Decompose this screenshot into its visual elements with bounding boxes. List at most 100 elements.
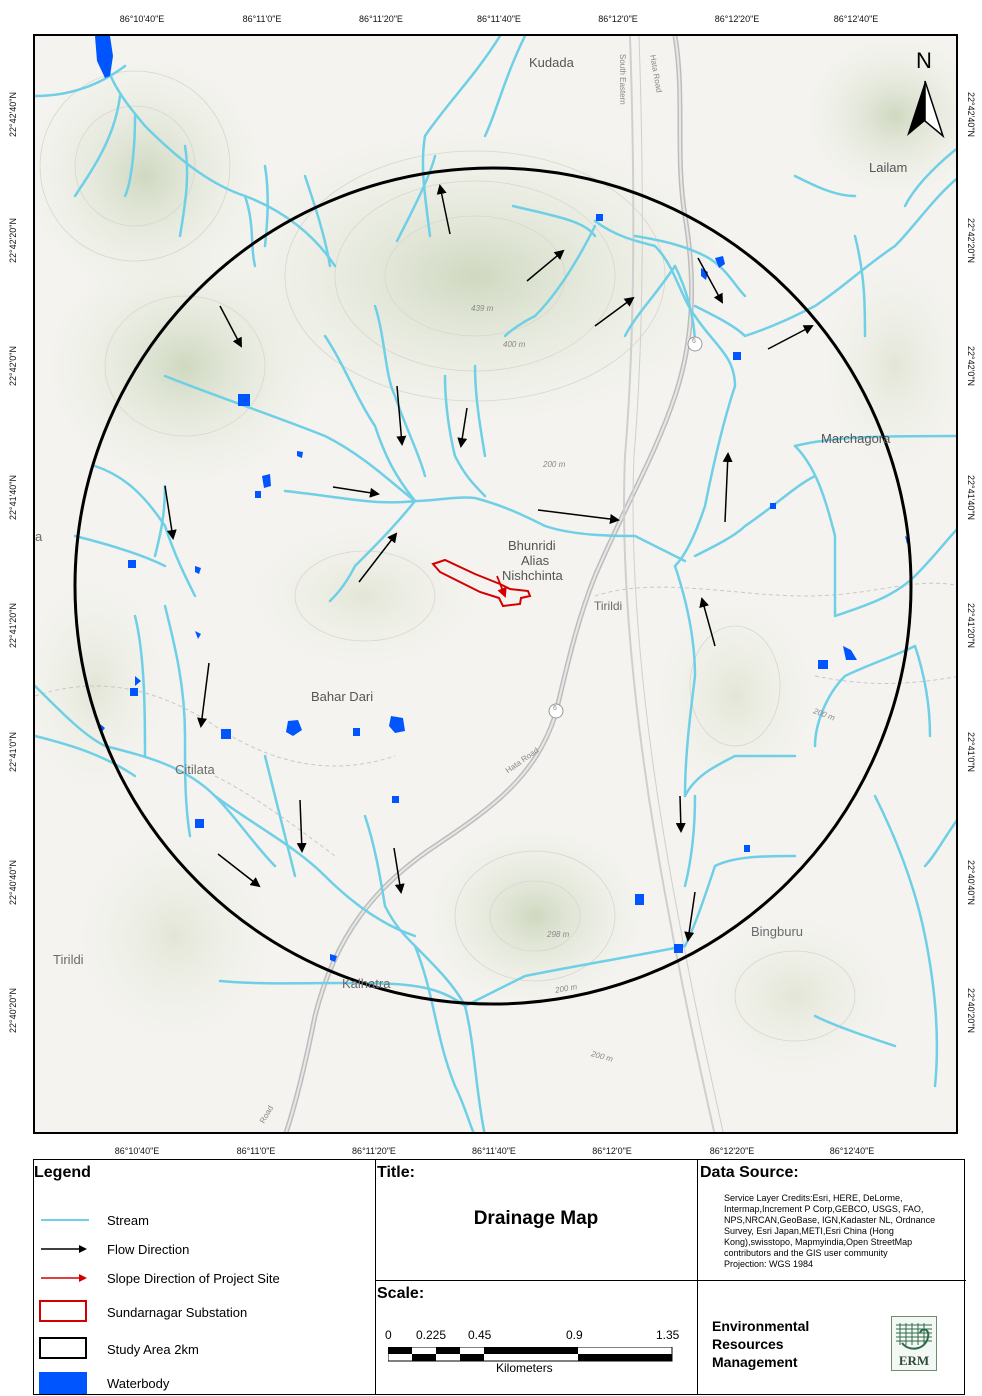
streams (35, 36, 956, 1132)
left-tick: 22°40'20"N (8, 988, 18, 1034)
scale-tick: 0.225 (416, 1328, 447, 1342)
place-label-lailam: Lailam (869, 160, 908, 175)
right-tick: 22°40'40"N (966, 860, 976, 906)
right-tick: 22°42'0"N (966, 346, 976, 387)
legend-item-substation: Sundarnagar Substation (34, 1299, 247, 1325)
top-tick: 86°12'40"E (833, 14, 879, 24)
place-label-bhunridi: Bhunridi (508, 538, 556, 553)
erm-logo-text: ERM (898, 1353, 930, 1368)
legend-title: Legend (34, 1164, 91, 1181)
organization-name: Environmental Resources Management (712, 1317, 809, 1371)
place-label-marchagora: Marchagora (821, 431, 891, 446)
north-label: N (916, 48, 932, 73)
sundarnagar-substation-outline[interactable] (431, 558, 532, 608)
top-tick: 86°11'0"E (242, 14, 282, 24)
top-tick: 86°12'0"E (598, 14, 638, 24)
org-line: Management (712, 1354, 798, 1370)
top-tick: 86°11'40"E (477, 14, 521, 24)
legend-label: Study Area 2km (107, 1341, 199, 1357)
elevation-label: 200 m (543, 460, 566, 469)
left-tick: 22°41'20"N (8, 603, 18, 649)
title-heading: Title: (377, 1164, 415, 1181)
top-tick: 86°11'20"E (359, 14, 403, 24)
place-label-alias: Alias (521, 553, 550, 568)
map-title: Drainage Map (473, 1208, 599, 1229)
map-canvas[interactable]: Kudada Lailam Marchagora Bhunridi Alias … (33, 34, 958, 1134)
scale-tick: 0.45 (468, 1328, 492, 1342)
elevation-label: 439 m (471, 304, 494, 313)
tracks (35, 582, 956, 857)
waterbodies (95, 36, 909, 962)
road-label-south-eastern: South Eastern (618, 54, 627, 105)
contour-lines (39, 70, 856, 1042)
scale-units: Kilometers (496, 1361, 553, 1375)
legend-label: Stream (107, 1212, 149, 1228)
left-tick: 22°42'0"N (8, 346, 18, 387)
projection-text: Projection: WGS 1984 (724, 1259, 814, 1269)
place-label-citilata: Citilata (175, 762, 215, 777)
place-label-nishchinta: Nishchinta (502, 568, 563, 583)
place-label-tirildi-center: Tirildi (594, 599, 623, 613)
data-source-panel: Data Source: Service Layer Credits:Esri,… (698, 1160, 966, 1281)
place-label-partial: a (35, 529, 43, 544)
bottom-tick: 86°12'20"E (709, 1146, 755, 1156)
flow-direction-arrows (164, 184, 814, 942)
legend-item-slope-direction: Slope Direction of Project Site (34, 1265, 280, 1291)
left-tick: 22°42'40"N (8, 92, 18, 138)
elevation-label: 400 m (503, 340, 526, 349)
bottom-tick: 86°12'40"E (829, 1146, 875, 1156)
map-info-panel: Legend Stream Flow Direction Slope Direc… (33, 1159, 966, 1396)
north-arrow-icon (907, 80, 945, 139)
scale-panel: Scale: 0 0.225 0.45 0.9 1.35 Kilometers (376, 1281, 698, 1395)
erm-logo-icon: ERM (891, 1316, 937, 1371)
right-tick: 22°41'0"N (966, 732, 976, 773)
scale-heading: Scale: (377, 1285, 425, 1302)
bottom-tick: 86°11'0"E (236, 1146, 276, 1156)
place-label-bingburu: Bingburu (751, 924, 804, 939)
right-tick: 22°40'20"N (966, 988, 976, 1034)
right-tick: 22°42'40"N (966, 92, 976, 138)
terrain-shading (35, 36, 956, 1086)
bottom-tick: 86°12'0"E (592, 1146, 632, 1156)
study-area-symbol (39, 1337, 89, 1361)
title-panel: Title: Drainage Map (376, 1160, 698, 1281)
organization-panel: Environmental Resources Management ERM (698, 1281, 966, 1395)
legend-item-study-area: Study Area 2km (34, 1336, 199, 1362)
route-shields (548, 336, 703, 719)
legend-item-stream: Stream (34, 1207, 149, 1233)
place-label-kudada: Kudada (529, 55, 574, 70)
scale-bar (388, 1347, 673, 1362)
right-tick: 22°42'20"N (966, 218, 976, 264)
data-source-heading: Data Source: (700, 1164, 799, 1181)
stream-symbol (39, 1208, 89, 1232)
legend-label: Waterbody (107, 1375, 170, 1391)
legend-label: Flow Direction (107, 1241, 190, 1257)
place-label-kalhatra: Kalhatra (342, 976, 391, 991)
left-tick: 22°40'40"N (8, 860, 18, 906)
right-tick: 22°41'40"N (966, 475, 976, 521)
top-tick: 86°10'40"E (119, 14, 165, 24)
flow-arrow-symbol (39, 1237, 89, 1261)
bottom-tick: 86°11'40"E (472, 1146, 516, 1156)
slope-arrow-symbol (39, 1266, 89, 1290)
map-svg (35, 36, 956, 1132)
legend-label: Slope Direction of Project Site (107, 1270, 280, 1286)
legend-label: Sundarnagar Substation (107, 1304, 248, 1320)
top-tick: 86°12'20"E (714, 14, 760, 24)
right-tick: 22°41'20"N (966, 603, 976, 649)
elevation-label: 298 m (547, 930, 570, 939)
org-line: Environmental (712, 1318, 810, 1334)
org-line: Resources (712, 1336, 784, 1352)
data-source-credits: Service Layer Credits:Esri, HERE, DeLorm… (724, 1193, 936, 1258)
bottom-tick: 86°11'20"E (352, 1146, 396, 1156)
place-label-tirildi-west: Tirildi (53, 952, 84, 967)
place-label-bahar-dari: Bahar Dari (311, 689, 374, 704)
waterbody-symbol (39, 1371, 89, 1395)
substation-symbol (39, 1300, 89, 1324)
legend-item-waterbody: Waterbody (34, 1370, 169, 1396)
route-number: 6 (553, 705, 557, 712)
left-tick: 22°41'0"N (8, 732, 18, 773)
slope-direction-arrow (496, 575, 507, 598)
scale-tick: 0.9 (566, 1328, 583, 1342)
study-area-circle (73, 166, 913, 1006)
